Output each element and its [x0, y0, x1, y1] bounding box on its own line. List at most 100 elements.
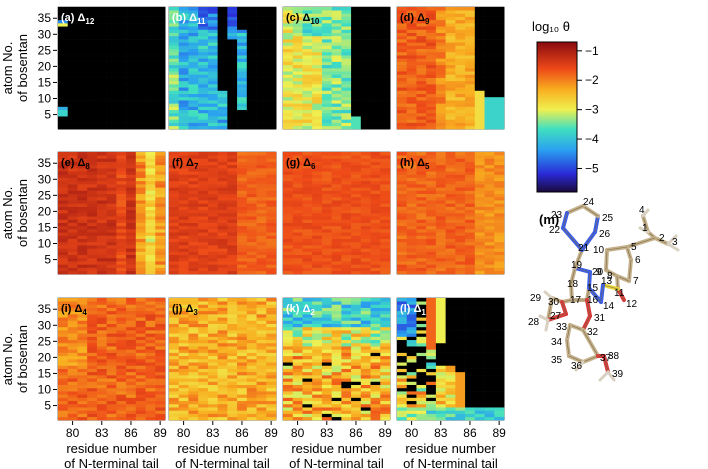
heatmap-cell — [106, 235, 117, 239]
heatmap-cell — [169, 109, 180, 114]
heatmap-cell — [116, 298, 127, 302]
heatmap-cell — [426, 413, 437, 418]
heatmap-cell — [426, 245, 437, 249]
heatmap-cell — [207, 168, 218, 172]
heatmap-cell — [397, 45, 408, 50]
heatmap-cell — [135, 225, 146, 230]
heatmap-cell — [188, 307, 199, 312]
heatmap-cell — [87, 339, 98, 344]
heatmap-cell — [321, 378, 332, 382]
heatmap-cell — [331, 196, 342, 201]
heatmap-cell — [360, 330, 371, 334]
heatmap-cell — [283, 80, 294, 85]
heatmap-cell — [283, 109, 294, 114]
heatmap-cell — [283, 23, 294, 27]
heatmap-cell — [455, 168, 466, 172]
heatmap-cell — [302, 235, 313, 239]
heatmap-cell — [416, 193, 427, 198]
heatmap-cell — [207, 400, 218, 405]
heatmap-cell — [370, 48, 381, 53]
heatmap-cell — [445, 371, 456, 376]
heatmap-cell — [455, 42, 466, 46]
heatmap-cell — [256, 362, 267, 366]
heatmap-cell — [67, 168, 78, 172]
heatmap-cell — [351, 187, 362, 191]
heatmap-cell — [227, 64, 238, 69]
heatmap-cell — [126, 267, 137, 272]
heatmap-cell — [116, 387, 127, 392]
heatmap-cell — [67, 51, 78, 56]
heatmap-cell — [116, 206, 127, 211]
heatmap-cell — [380, 68, 391, 72]
heatmap-cell — [406, 359, 417, 363]
heatmap-cell — [155, 84, 166, 88]
heatmap-cell — [484, 23, 495, 27]
heatmap-cell — [266, 184, 277, 188]
heatmap-cell — [406, 257, 417, 262]
heatmap-cell — [188, 45, 199, 50]
heatmap-cell — [198, 155, 209, 159]
heatmap-cell — [406, 232, 417, 236]
heatmap-cell — [246, 171, 257, 175]
heatmap-cell — [416, 100, 427, 104]
heatmap-cell — [67, 61, 78, 66]
heatmap-cell — [302, 23, 313, 27]
heatmap-cell — [465, 235, 476, 239]
heatmap-cell — [207, 238, 218, 243]
heatmap-cell — [266, 298, 277, 302]
heatmap-cell — [126, 174, 137, 178]
heatmap-cell — [256, 16, 267, 21]
heatmap-cell — [67, 232, 78, 236]
heatmap-cell — [198, 381, 209, 385]
heatmap-cell — [67, 403, 78, 408]
heatmap-cell — [87, 109, 98, 114]
heatmap-cell — [126, 155, 137, 159]
heatmap-cell — [312, 320, 323, 324]
heatmap-cell — [465, 122, 476, 127]
heatmap-cell — [426, 161, 437, 166]
heatmap-cell — [397, 64, 408, 69]
heatmap-cell — [77, 35, 88, 40]
heatmap-cell — [256, 45, 267, 50]
heatmap-cell — [58, 171, 69, 175]
heatmap-cell — [67, 304, 78, 308]
heatmap-cell — [266, 387, 277, 392]
heatmap-cell — [283, 187, 294, 191]
heatmap-cell — [67, 323, 78, 328]
heatmap-cell — [360, 257, 371, 262]
heatmap-cell — [321, 346, 332, 350]
heatmap-cell — [474, 410, 485, 414]
heatmap-cell — [266, 209, 277, 214]
heatmap-cell — [360, 225, 371, 230]
heatmap-cell — [58, 394, 69, 398]
heatmap-cell — [145, 304, 156, 308]
heatmap-cell — [77, 213, 88, 217]
heatmap-cell — [266, 241, 277, 246]
heatmap-cell — [331, 403, 342, 408]
heatmap-cell — [135, 106, 146, 111]
heatmap-cell — [87, 235, 98, 239]
heatmap-cell — [178, 323, 189, 328]
heatmap-cell — [321, 122, 332, 127]
heatmap-cell — [455, 235, 466, 239]
heatmap-cell — [227, 84, 238, 88]
heatmap-cell — [341, 317, 352, 321]
heatmap-cell — [227, 152, 238, 156]
heatmap-cell — [435, 200, 446, 204]
heatmap-cell — [426, 206, 437, 211]
heatmap-cell — [106, 29, 117, 33]
heatmap-cell — [494, 26, 505, 30]
heatmap-cell — [77, 155, 88, 159]
heatmap-cell — [494, 61, 505, 66]
heatmap-cell — [406, 190, 417, 195]
heatmap-cell — [312, 304, 323, 308]
heatmap-cell — [135, 394, 146, 398]
heatmap-cell — [145, 254, 156, 259]
heatmap-cell — [155, 213, 166, 217]
heatmap-cell — [474, 51, 485, 56]
heatmap-cell — [380, 333, 391, 337]
heatmap-cell — [188, 320, 199, 324]
heatmap-cell — [145, 171, 156, 175]
heatmap-cell — [474, 112, 485, 117]
heatmap-cell — [87, 77, 98, 82]
